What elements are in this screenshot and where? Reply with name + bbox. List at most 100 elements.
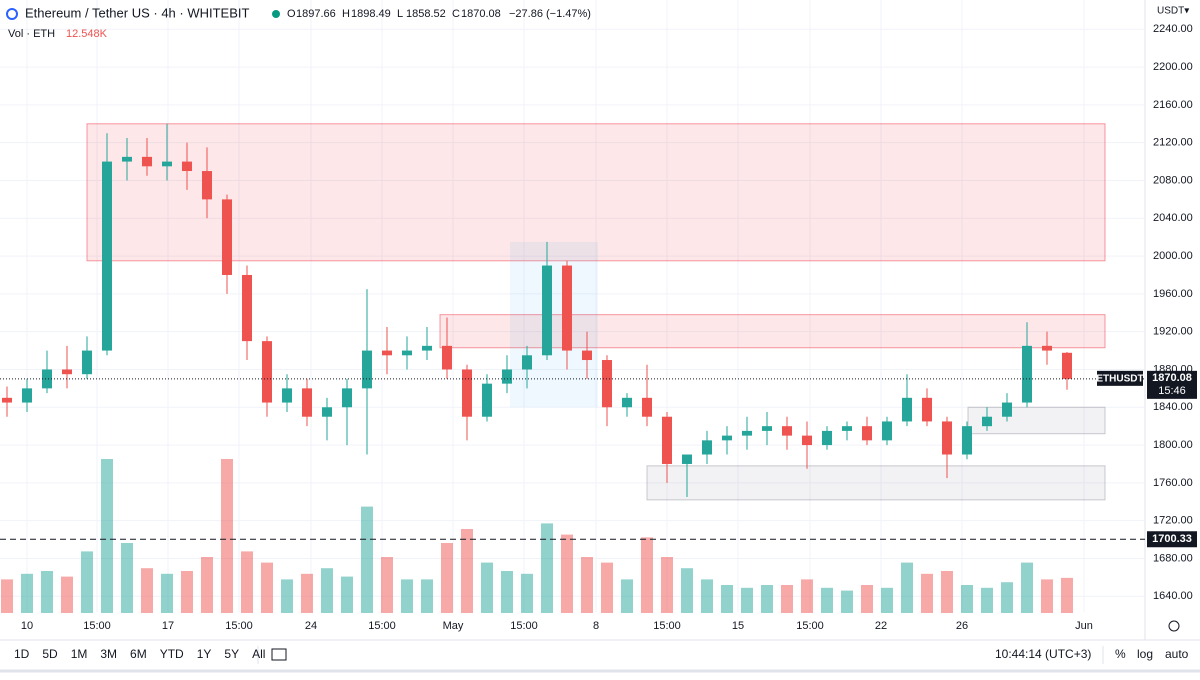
ohlc-value: 1858.52 (406, 8, 446, 20)
range-button[interactable]: 1Y (197, 647, 212, 661)
currency-menu[interactable]: USDT▾ (1157, 6, 1189, 17)
volume-bar (621, 579, 633, 613)
volume-bar (101, 459, 113, 613)
candle-body (622, 397, 632, 408)
zone (646, 465, 1106, 501)
candle-body (342, 388, 352, 408)
candle-body (722, 435, 732, 441)
candle-body (702, 440, 712, 455)
symbol-badge-label: ETHUSDT (1096, 373, 1143, 384)
range-button[interactable]: 6M (130, 647, 147, 661)
x-tick-label: 15:00 (653, 620, 681, 632)
candle-body (82, 350, 92, 375)
volume-bar (361, 506, 373, 613)
range-button[interactable]: 5Y (224, 647, 239, 661)
volume-bar (141, 568, 153, 613)
candle-body (302, 388, 312, 417)
volume-bar (1041, 579, 1053, 613)
candle-body (442, 345, 452, 370)
candle-body (322, 407, 332, 417)
range-button[interactable]: YTD (160, 647, 184, 661)
y-tick-label: 1920.00 (1153, 326, 1193, 338)
volume-bar (641, 537, 653, 613)
candle-body (222, 199, 232, 275)
volume-bar (901, 562, 913, 613)
candle-body (282, 388, 292, 403)
volume-bar (761, 585, 773, 613)
volume-bar (1061, 577, 1073, 613)
candle-body (362, 350, 372, 389)
volume-bar (681, 568, 693, 613)
x-tick-label: 15 (732, 620, 744, 632)
x-tick-label: 8 (593, 620, 599, 632)
clock: 10:44:14 (UTC+3) (995, 647, 1091, 661)
volume-bar (1, 579, 13, 613)
candle-body (182, 161, 192, 172)
candle-body (882, 421, 892, 441)
volume-bar (1001, 582, 1013, 613)
candle-body (822, 430, 832, 446)
x-tick-label: 26 (956, 620, 968, 632)
countdown: 15:46 (1158, 385, 1186, 397)
candle-body (22, 388, 32, 403)
candle-body (42, 369, 52, 389)
range-button[interactable]: All (252, 647, 265, 661)
volume-bar (741, 587, 753, 613)
candle-body (742, 430, 752, 436)
market-status (272, 10, 280, 18)
candle-body (682, 454, 692, 464)
volume-bar (441, 543, 453, 613)
auto-toggle[interactable]: auto (1165, 647, 1189, 661)
volume-bar (561, 534, 573, 613)
range-button[interactable]: 1D (14, 647, 30, 661)
x-tick-label: 10 (21, 620, 33, 632)
candle-body (802, 435, 812, 446)
volume-bar (261, 562, 273, 613)
x-tick-label: 15:00 (796, 620, 824, 632)
candle-body (942, 421, 952, 455)
y-tick-label: 2120.00 (1153, 137, 1193, 149)
volume-bar (941, 571, 953, 613)
volume-bar (701, 579, 713, 613)
candle-body (642, 397, 652, 417)
volume-bar (341, 576, 353, 613)
candle-body (862, 426, 872, 441)
volume-bar (221, 459, 233, 613)
zone (86, 123, 1106, 262)
date-range-button[interactable] (271, 648, 287, 661)
range-button[interactable]: 5D (42, 647, 58, 661)
candle-body (202, 171, 212, 200)
candle-body (762, 426, 772, 431)
range-button[interactable]: 1M (71, 647, 88, 661)
volume-bar (721, 585, 733, 613)
x-tick-label: 24 (305, 620, 317, 632)
log-toggle[interactable]: log (1137, 647, 1153, 661)
range-button[interactable]: 3M (100, 647, 117, 661)
candle-body (242, 274, 252, 342)
ohlc-value: 1897.66 (296, 8, 336, 20)
volume-bar (501, 571, 513, 613)
candle-body (2, 397, 12, 403)
volume-bar (801, 579, 813, 613)
y-tick-label: 1800.00 (1153, 439, 1193, 451)
volume-bar (401, 579, 413, 613)
symbol-icon (6, 8, 18, 20)
x-tick-label: 15:00 (225, 620, 253, 632)
price-badge (1147, 370, 1197, 399)
candle-body (1042, 345, 1052, 351)
volume-value: 12.548K (66, 28, 108, 40)
volume-bar (861, 585, 873, 613)
volume-bar (781, 585, 793, 613)
volume-bar (161, 573, 173, 613)
volume-bar (241, 551, 253, 613)
y-tick-label: 2200.00 (1153, 61, 1193, 73)
settings-button[interactable] (1168, 620, 1180, 632)
ohlc-key: C (452, 8, 460, 20)
ohlc-key: L (397, 8, 403, 20)
volume-bar (521, 573, 533, 613)
percent-toggle[interactable]: % (1115, 647, 1126, 661)
candle-body (1022, 345, 1032, 403)
y-tick-label: 2040.00 (1153, 212, 1193, 224)
candle-body (1002, 402, 1012, 417)
